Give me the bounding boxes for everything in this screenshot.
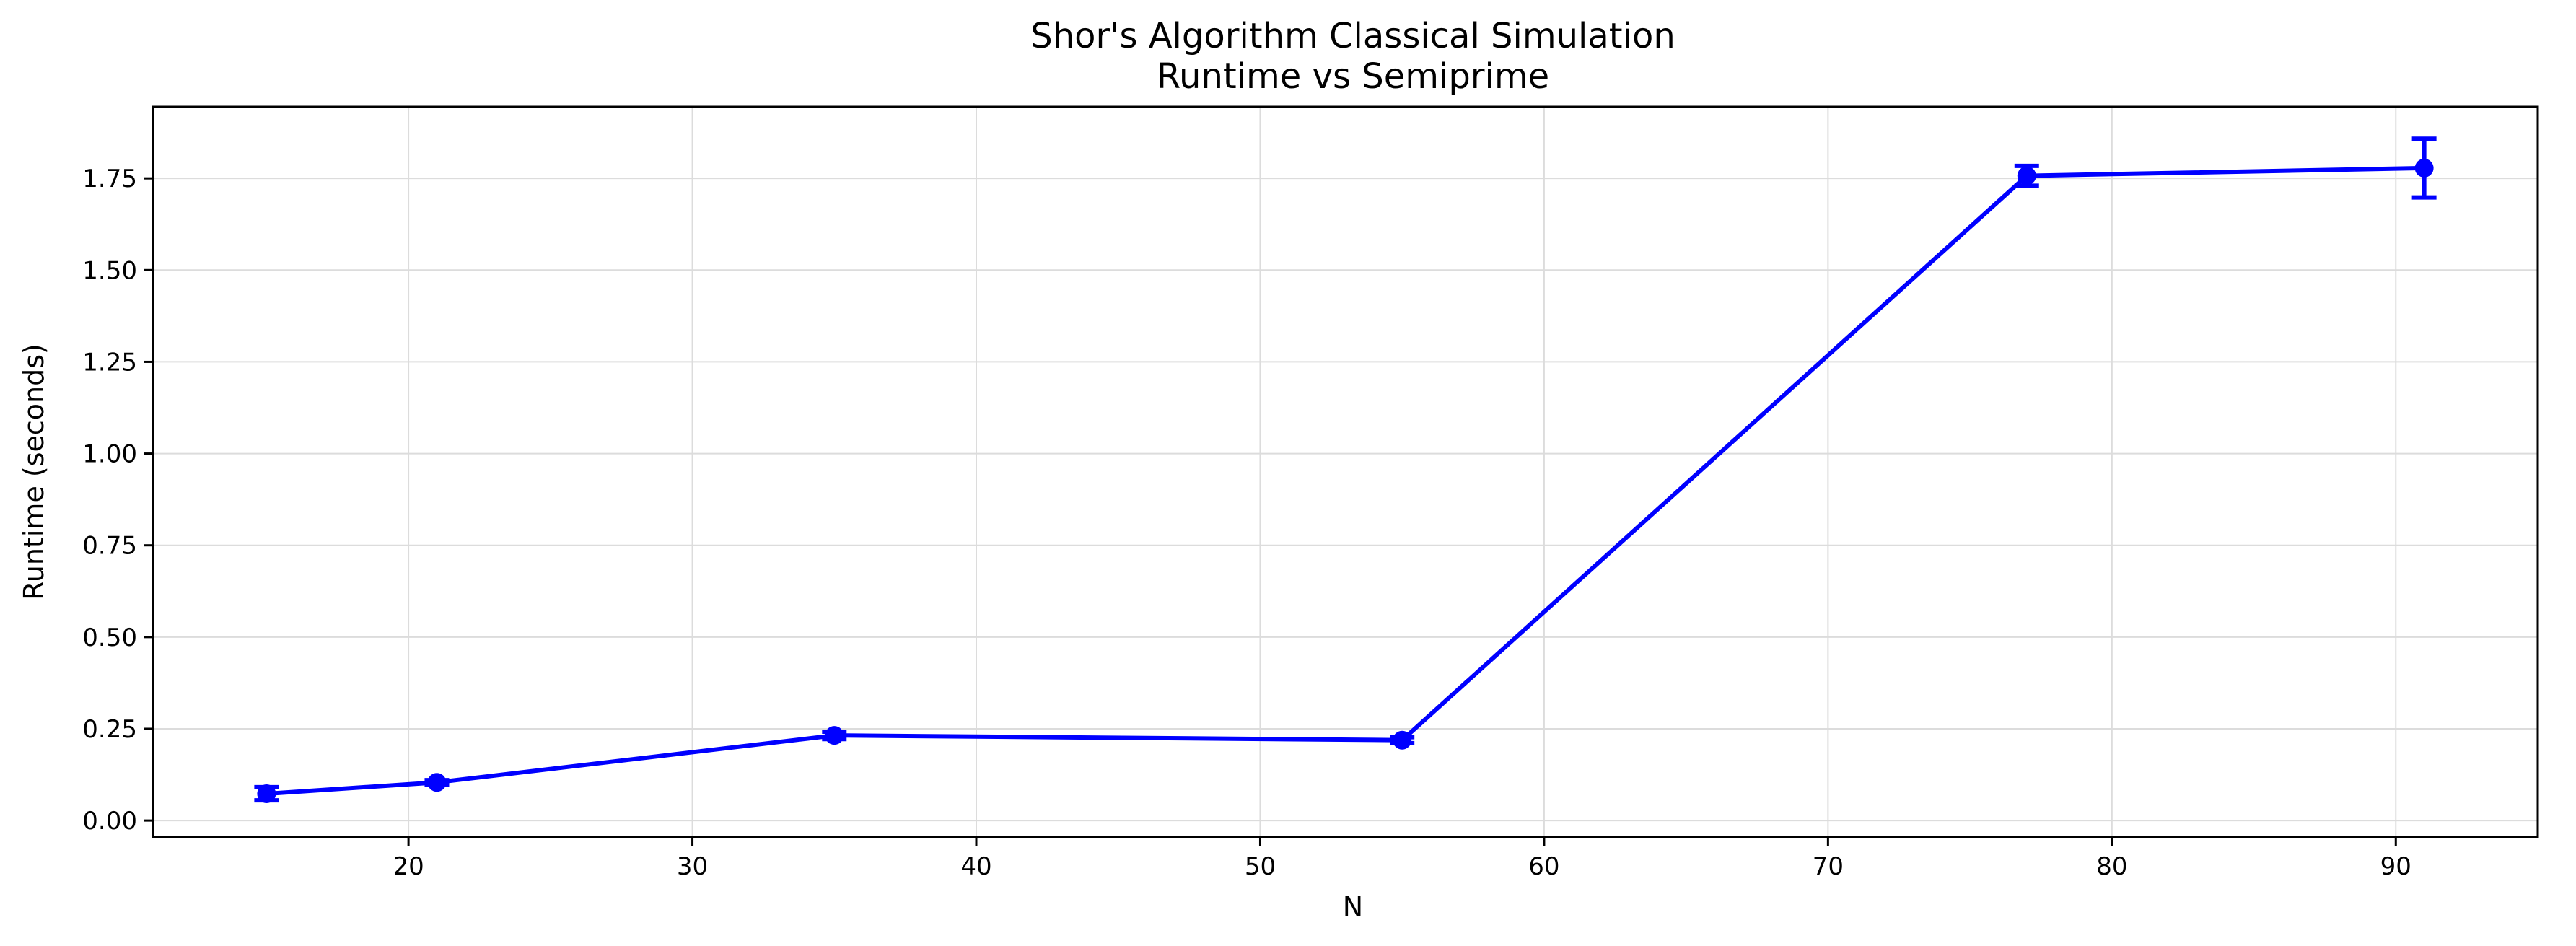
y-tick-label: 0.25 — [82, 715, 137, 744]
data-point — [257, 784, 276, 803]
y-tick-label: 0.00 — [82, 807, 137, 836]
data-point — [2017, 166, 2036, 185]
axis-ticks: 20 30 40 50 60 70 80 90 0.00 0.25 0.50 0.75 1.00 1.25… — [82, 165, 2411, 881]
y-tick-label: 0.50 — [82, 623, 137, 652]
x-tick-label: 50 — [1245, 852, 1276, 881]
data-point — [2414, 158, 2434, 178]
x-tick-label: 40 — [960, 852, 991, 881]
x-tick-label: 30 — [677, 852, 708, 881]
y-tick-label: 1.75 — [82, 165, 137, 193]
data-point — [1393, 730, 1412, 750]
y-axis-label: Runtime (seconds) — [18, 343, 50, 600]
y-tick-label: 0.75 — [82, 532, 137, 561]
series-line — [266, 165, 2424, 796]
x-tick-label: 90 — [2380, 852, 2411, 881]
series-layer — [254, 136, 2437, 803]
x-tick-label: 20 — [393, 852, 424, 881]
chart-subtitle: Runtime vs Semiprime — [1157, 56, 1549, 97]
x-tick-label: 60 — [1528, 852, 1559, 881]
y-tick-label: 1.50 — [82, 256, 137, 285]
y-tick-label: 1.00 — [82, 440, 137, 469]
grid — [153, 107, 2538, 837]
data-point — [427, 773, 447, 792]
x-tick-label: 70 — [1813, 852, 1844, 881]
y-tick-label: 1.25 — [82, 348, 137, 377]
data-point — [825, 726, 844, 745]
x-tick-label: 80 — [2096, 852, 2127, 881]
chart-title: Shor's Algorithm Classical Simulation — [1030, 16, 1675, 56]
plot-frame — [152, 105, 2539, 838]
x-axis-label: N — [1343, 891, 1363, 923]
